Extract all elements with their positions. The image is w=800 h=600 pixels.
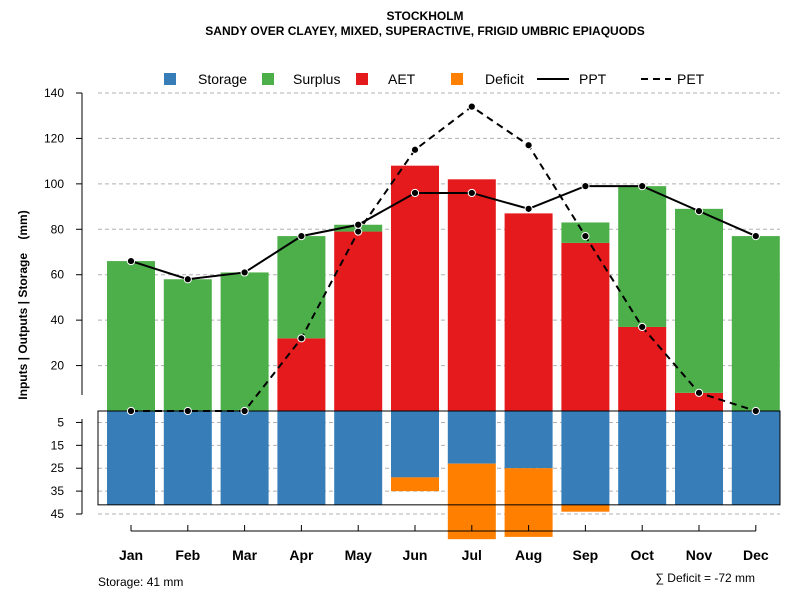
- x-tick-label: Jul: [462, 547, 482, 563]
- legend-swatch-surplus: [262, 73, 274, 85]
- x-tick-label: Apr: [289, 547, 314, 563]
- aet-bar: [561, 242, 610, 411]
- storage-bar: [277, 411, 326, 505]
- legend-label-storage: Storage: [198, 71, 247, 87]
- storage-label: Storage: 41 mm: [98, 575, 183, 589]
- legend-label-surplus: Surplus: [293, 71, 340, 87]
- y-tick-label: 15: [51, 438, 65, 452]
- pet-point: [467, 102, 476, 111]
- pet-point: [297, 334, 306, 343]
- deficit-total-label: ∑ Deficit = -72 mm: [655, 571, 755, 585]
- x-tick-label: Jun: [403, 547, 428, 563]
- storage-bar: [731, 411, 780, 505]
- y-tick-label: 25: [51, 461, 65, 475]
- y-tick-label: 5: [57, 415, 64, 429]
- legend-label-pet: PET: [677, 71, 705, 87]
- pet-point: [354, 227, 363, 236]
- y-tick-label: 60: [51, 268, 65, 282]
- deficit-bar: [391, 477, 439, 492]
- x-tick-label: Feb: [175, 547, 200, 563]
- surplus-bar: [163, 279, 212, 411]
- aet-bar: [447, 179, 496, 411]
- storage-bar: [220, 411, 269, 505]
- y-axis-label: Inputs | Outputs | Storage (mm): [16, 210, 30, 399]
- surplus-bar: [277, 236, 326, 339]
- storage-capacity-box: [97, 410, 781, 506]
- aet-bar: [334, 231, 383, 411]
- ppt-point: [751, 232, 760, 241]
- surplus-bar: [618, 186, 667, 327]
- storage-bar: [391, 411, 439, 478]
- pet-point: [638, 322, 647, 332]
- x-tick-label: Nov: [686, 547, 713, 563]
- legend-label-deficit: Deficit: [485, 71, 524, 87]
- pet-line: [131, 105, 757, 412]
- legend: Storage Surplus AET Deficit PPT PET: [164, 71, 705, 87]
- pet-point: [751, 406, 760, 416]
- lines: [126, 102, 760, 416]
- x-tick-label: Aug: [515, 547, 542, 563]
- x-tick-label: Jan: [119, 547, 143, 563]
- y-tick-label: 40: [51, 313, 65, 327]
- ppt-point: [467, 188, 476, 198]
- storage-bar: [675, 411, 723, 505]
- storage-bar: [334, 411, 383, 505]
- storage-bar: [618, 411, 667, 505]
- legend-swatch-aet: [356, 73, 368, 85]
- surplus-bar: [107, 261, 155, 411]
- ppt-point: [297, 232, 306, 241]
- surplus-bar: [220, 272, 269, 411]
- chart-title: STOCKHOLM: [386, 9, 463, 23]
- y-tick-label: 35: [51, 484, 65, 498]
- legend-swatch-deficit: [451, 73, 463, 85]
- aet-bar: [618, 326, 667, 411]
- x-tick-label: May: [345, 547, 372, 563]
- ppt-point: [410, 188, 420, 198]
- storage-bar: [561, 411, 610, 505]
- y-tick-label: 45: [51, 507, 65, 521]
- x-tick-label: Sep: [573, 547, 599, 563]
- x-tick-label: Dec: [743, 547, 769, 563]
- ppt-point: [694, 207, 704, 216]
- pet-point: [581, 232, 590, 241]
- ppt-point: [524, 204, 533, 213]
- x-tick-label: Oct: [631, 547, 655, 563]
- legend-label-aet: AET: [388, 71, 416, 87]
- surplus-bar: [731, 236, 780, 411]
- y-tick-label: 120: [44, 131, 64, 145]
- ppt-point: [126, 256, 136, 266]
- x-tick-label: Mar: [232, 547, 257, 563]
- ppt-point: [240, 268, 249, 277]
- aet-bar: [391, 165, 439, 411]
- pet-point: [240, 406, 249, 416]
- storage-bar: [504, 411, 553, 469]
- y-tick-label: 140: [44, 86, 64, 100]
- aet-bar: [277, 338, 326, 411]
- storage-bar: [163, 411, 212, 505]
- ppt-point: [354, 220, 363, 229]
- ppt-line: [130, 185, 757, 281]
- y-tick-label: 20: [51, 359, 65, 373]
- pet-point: [126, 406, 136, 416]
- pet-point: [524, 141, 533, 150]
- ppt-point: [581, 182, 590, 191]
- surplus-bar: [675, 208, 723, 393]
- y-tick-label: 80: [51, 222, 65, 236]
- aet-bar: [504, 213, 553, 411]
- pet-point: [410, 145, 420, 154]
- axes: 20 40 60 80 100 120 140 5 15 25 35 45 Jan Feb Mar Apr Ma…: [44, 86, 769, 563]
- ppt-point: [638, 182, 647, 191]
- legend-swatch-storage: [164, 73, 176, 85]
- storage-bar: [447, 411, 496, 464]
- ppt-point: [183, 275, 192, 284]
- legend-label-ppt: PPT: [579, 71, 607, 87]
- pet-point: [183, 406, 192, 416]
- deficit-bar: [561, 504, 610, 512]
- pet-point: [694, 388, 704, 397]
- chart-subtitle: SANDY OVER CLAYEY, MIXED, SUPERACTIVE, F…: [205, 24, 644, 38]
- storage-bar: [107, 411, 155, 505]
- y-tick-label: 100: [44, 177, 64, 191]
- bars: [97, 165, 781, 540]
